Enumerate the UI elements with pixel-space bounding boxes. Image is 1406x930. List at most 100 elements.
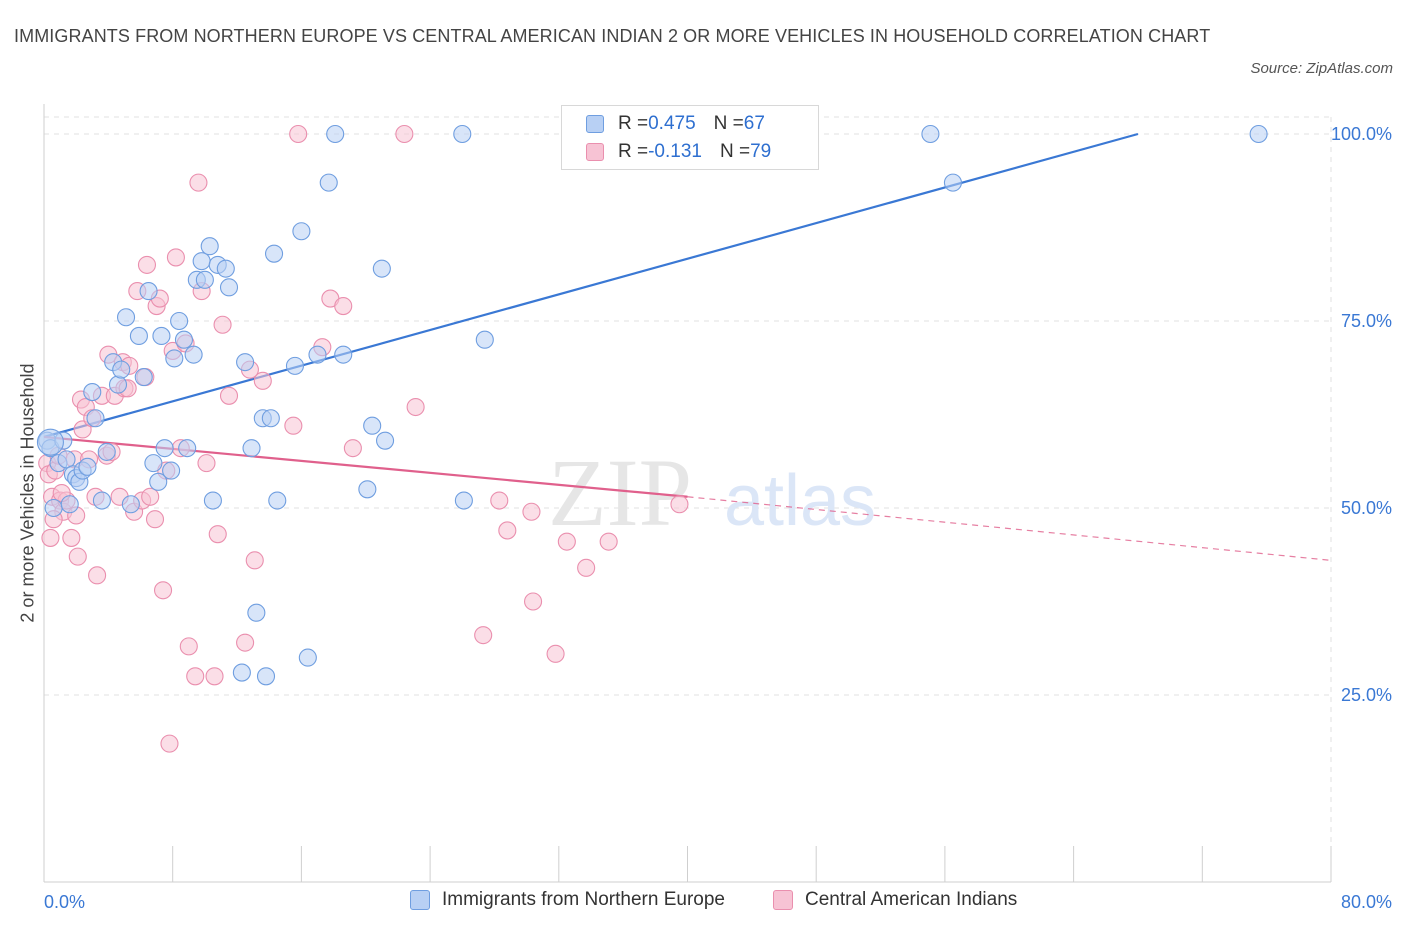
r-label: R = — [618, 113, 649, 134]
x-tick-label: 80.0% — [1341, 892, 1392, 912]
point-northern-europe — [256, 667, 276, 686]
point-central-american-indians — [490, 491, 509, 510]
point-northern-europe — [268, 491, 287, 510]
point-northern-europe — [121, 495, 140, 514]
point-central-american-indians — [522, 502, 541, 521]
point-northern-europe — [155, 439, 174, 458]
point-central-american-indians — [474, 626, 493, 645]
point-central-american-indians — [166, 248, 185, 267]
point-northern-europe — [60, 495, 79, 514]
point-northern-europe — [78, 457, 97, 476]
point-northern-europe — [232, 663, 251, 682]
point-central-american-indians — [343, 439, 362, 458]
point-northern-europe — [108, 375, 128, 394]
point-northern-europe — [308, 345, 327, 364]
point-central-american-indians — [253, 371, 272, 390]
point-northern-europe — [376, 431, 395, 450]
point-central-american-indians — [557, 532, 576, 551]
point-northern-europe — [174, 330, 194, 349]
point-central-american-indians — [189, 173, 208, 192]
r-value-pink: -0.131 — [648, 141, 702, 162]
point-northern-europe — [363, 416, 382, 435]
point-central-american-indians — [213, 315, 232, 334]
series-legend: Immigrants from Northern Europe Central … — [0, 889, 1406, 915]
trend-lines — [43, 132, 1332, 561]
point-central-american-indians — [186, 667, 205, 686]
y-tick-label: 25.0% — [1341, 685, 1392, 705]
point-northern-europe — [192, 252, 211, 271]
point-northern-europe — [165, 349, 184, 368]
point-northern-europe — [1249, 124, 1268, 144]
point-northern-europe — [319, 173, 338, 192]
source-note: Source: ZipAtlas.com — [1250, 60, 1393, 77]
legend-item-central-american-indians[interactable]: Central American Indians — [773, 889, 1017, 911]
point-northern-europe — [44, 498, 63, 518]
n-label: N = — [719, 141, 751, 162]
point-northern-europe — [112, 360, 131, 379]
point-northern-europe — [152, 326, 171, 346]
point-northern-europe — [298, 648, 317, 667]
point-northern-europe — [83, 383, 102, 402]
point-central-american-indians — [289, 124, 308, 144]
point-northern-europe — [178, 439, 197, 458]
point-northern-europe — [219, 278, 239, 297]
point-central-american-indians — [160, 734, 179, 753]
legend-label: Central American Indians — [805, 889, 1018, 910]
point-northern-europe — [129, 326, 148, 346]
point-central-american-indians — [599, 532, 618, 551]
r-value-blue: 0.475 — [648, 113, 696, 134]
legend-stat-blue: R = 0.475 N = 67 — [586, 112, 765, 136]
legend-swatch-pink — [773, 890, 793, 910]
point-northern-europe — [943, 173, 962, 192]
point-northern-europe — [92, 491, 111, 510]
point-northern-europe — [86, 409, 105, 428]
point-northern-europe — [358, 480, 377, 499]
y-axis-label: 2 or more Vehicles in Household — [17, 363, 38, 623]
legend-item-northern-europe[interactable]: Immigrants from Northern Europe — [410, 889, 725, 911]
point-central-american-indians — [577, 558, 596, 577]
watermark-atlas: atlas — [724, 461, 876, 541]
y-tick-label: 75.0% — [1341, 311, 1392, 331]
point-central-american-indians — [670, 495, 689, 514]
y-tick-label: 100.0% — [1331, 124, 1392, 144]
point-central-american-indians — [197, 454, 216, 473]
point-northern-europe — [116, 308, 136, 327]
legend-swatch-blue — [586, 115, 604, 133]
point-northern-europe — [170, 311, 189, 331]
y-tick-label: 50.0% — [1341, 498, 1392, 518]
legend-label: Immigrants from Northern Europe — [442, 889, 725, 910]
point-northern-europe — [57, 450, 76, 469]
point-northern-europe — [326, 124, 345, 144]
n-label: N = — [713, 113, 744, 134]
point-northern-europe — [97, 442, 116, 461]
data-points — [36, 124, 1268, 753]
point-northern-europe — [134, 368, 153, 387]
point-northern-europe — [200, 237, 219, 256]
point-central-american-indians — [41, 528, 60, 547]
point-central-american-indians — [546, 644, 565, 663]
trend-line-central-american-indians — [43, 435, 688, 498]
point-northern-europe — [334, 345, 353, 364]
point-northern-europe — [149, 472, 168, 491]
point-northern-europe — [236, 353, 255, 372]
point-central-american-indians — [62, 528, 81, 547]
point-northern-europe — [285, 356, 305, 375]
point-central-american-indians — [141, 487, 160, 506]
point-central-american-indians — [153, 581, 173, 600]
r-label: R = — [618, 141, 649, 162]
point-northern-europe — [162, 461, 181, 480]
point-northern-europe — [265, 244, 284, 263]
legend-swatch-blue — [410, 890, 430, 910]
point-central-american-indians — [179, 637, 198, 656]
point-northern-europe — [195, 270, 214, 289]
point-northern-europe — [139, 282, 158, 301]
point-central-american-indians — [205, 667, 224, 686]
point-northern-europe — [454, 491, 473, 510]
point-central-american-indians — [88, 566, 107, 585]
point-northern-europe — [453, 124, 472, 144]
point-central-american-indians — [208, 525, 227, 544]
n-value-blue: 67 — [743, 113, 765, 134]
point-northern-europe — [184, 345, 203, 364]
n-value-pink: 79 — [750, 141, 772, 162]
